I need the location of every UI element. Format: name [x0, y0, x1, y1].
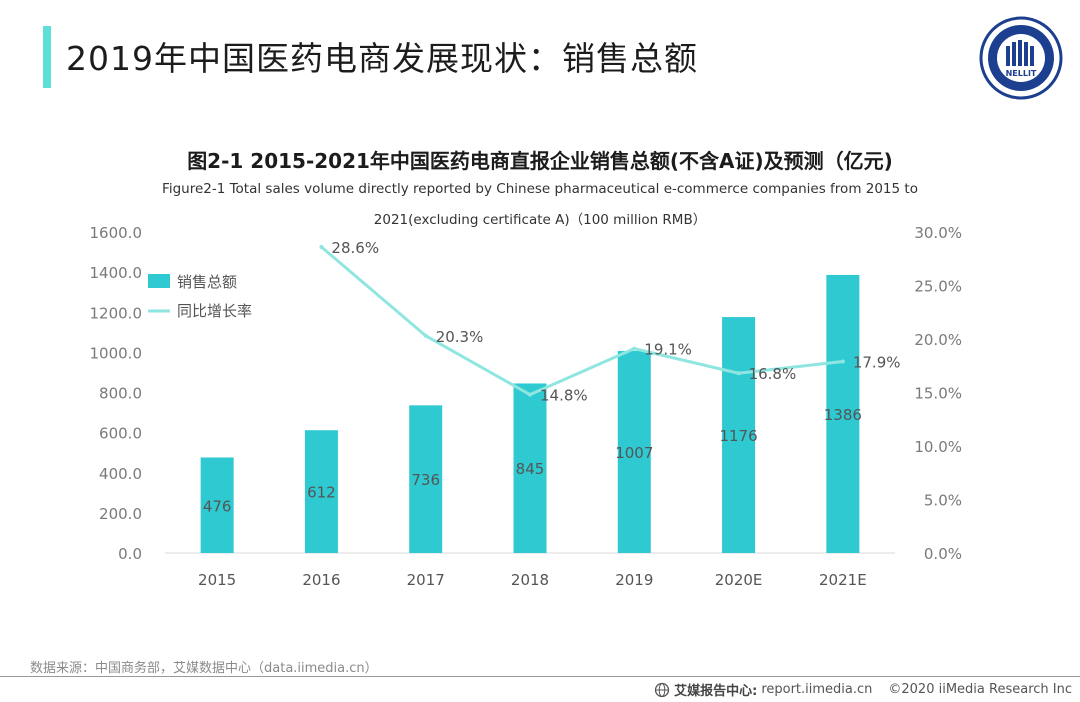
- legend-line-label: 同比增长率: [177, 302, 252, 320]
- footer-copyright: ©2020 iiMedia Research Inc: [888, 682, 1072, 697]
- growth-rate-label: 16.8%: [749, 365, 797, 383]
- bar-value-label: 612: [307, 484, 336, 502]
- growth-rate-label: 17.9%: [853, 353, 901, 371]
- bar: [200, 457, 234, 553]
- y-right-tick-label: 10.0%: [914, 438, 962, 456]
- y-left-tick-label: 400.0: [99, 465, 142, 483]
- growth-rate-point: [528, 392, 532, 397]
- y-left-tick-label: 1400.0: [90, 264, 143, 282]
- legend-bar-label: 销售总额: [177, 273, 237, 291]
- chart-title: 图2-1 2015-2021年中国医药电商直报企业销售总额(不含A证)及预测（亿…: [187, 149, 893, 173]
- chart-subtitle-line1: Figure2-1 Total sales volume directly re…: [162, 181, 918, 197]
- y-right-tick-label: 0.0%: [924, 545, 962, 563]
- y-left-tick-label: 800.0: [99, 385, 142, 403]
- growth-rate-point: [319, 244, 324, 249]
- title-accent-bar: [43, 26, 51, 88]
- footer-url[interactable]: report.iimedia.cn: [761, 682, 873, 697]
- bar-value-label: 1007: [615, 444, 653, 462]
- x-tick-label: 2020E: [715, 571, 763, 589]
- logo-text: NELLIT: [1006, 69, 1037, 78]
- bar: [826, 274, 860, 553]
- bar-value-label: 476: [203, 497, 232, 515]
- y-right-tick-label: 5.0%: [924, 492, 962, 510]
- y-left-tick-label: 600.0: [99, 425, 142, 443]
- page-title: 2019年中国医药电商发展现状：销售总额: [66, 39, 698, 78]
- y-right-tick-label: 15.0%: [914, 385, 962, 403]
- y-right-tick-label: 20.0%: [914, 331, 962, 349]
- x-tick-label: 2018: [511, 571, 549, 589]
- footer-brand: 艾媒报告中心:: [674, 684, 758, 699]
- growth-rate-label: 20.3%: [436, 328, 484, 346]
- bar-value-label: 845: [516, 460, 545, 478]
- growth-rate-point: [423, 333, 428, 338]
- nellit-logo: NELLIT: [979, 16, 1063, 100]
- bar: [304, 430, 338, 553]
- bar: [409, 405, 443, 553]
- y-left-tick-label: 1600.0: [90, 224, 143, 242]
- y-left-tick-label: 1000.0: [90, 344, 143, 362]
- x-tick-label: 2017: [407, 571, 445, 589]
- y-left-tick-label: 0.0: [118, 545, 142, 563]
- bar-value-label: 1386: [824, 406, 862, 424]
- legend-bar-swatch: [148, 274, 170, 288]
- growth-rate-label: 28.6%: [331, 239, 379, 257]
- bar: [617, 350, 651, 553]
- globe-icon: [654, 682, 670, 697]
- chart-subtitle-line2: 2021(excluding certificate A)（100 millio…: [373, 212, 707, 228]
- growth-rate-point: [736, 371, 741, 376]
- growth-rate-point: [840, 359, 845, 364]
- footer-divider: [0, 676, 1080, 677]
- y-right-tick-label: 25.0%: [914, 278, 962, 296]
- x-tick-label: 2021E: [819, 571, 867, 589]
- footer: 艾媒报告中心: report.iimedia.cn ©2020 iiMedia …: [654, 680, 1072, 699]
- y-left-tick-label: 1200.0: [90, 304, 143, 322]
- growth-rate-point: [632, 346, 637, 351]
- data-source: 数据来源：中国商务部，艾媒数据中心（data.iimedia.cn）: [30, 661, 378, 676]
- bar: [513, 383, 547, 553]
- x-tick-label: 2016: [302, 571, 340, 589]
- bar: [722, 317, 756, 553]
- y-right-tick-label: 30.0%: [914, 224, 962, 242]
- x-tick-label: 2015: [198, 571, 236, 589]
- growth-rate-label: 19.1%: [644, 341, 692, 359]
- y-left-tick-label: 200.0: [99, 505, 142, 523]
- growth-rate-label: 14.8%: [540, 387, 588, 405]
- bar-value-label: 736: [411, 471, 440, 489]
- growth-rate-line: [320, 245, 844, 397]
- bar-value-label: 1176: [719, 427, 757, 445]
- x-tick-label: 2019: [615, 571, 653, 589]
- sales-chart: 0.0 200.0 400.0 600.0 800.0 1000.0 1200.0 1400.…: [90, 224, 963, 589]
